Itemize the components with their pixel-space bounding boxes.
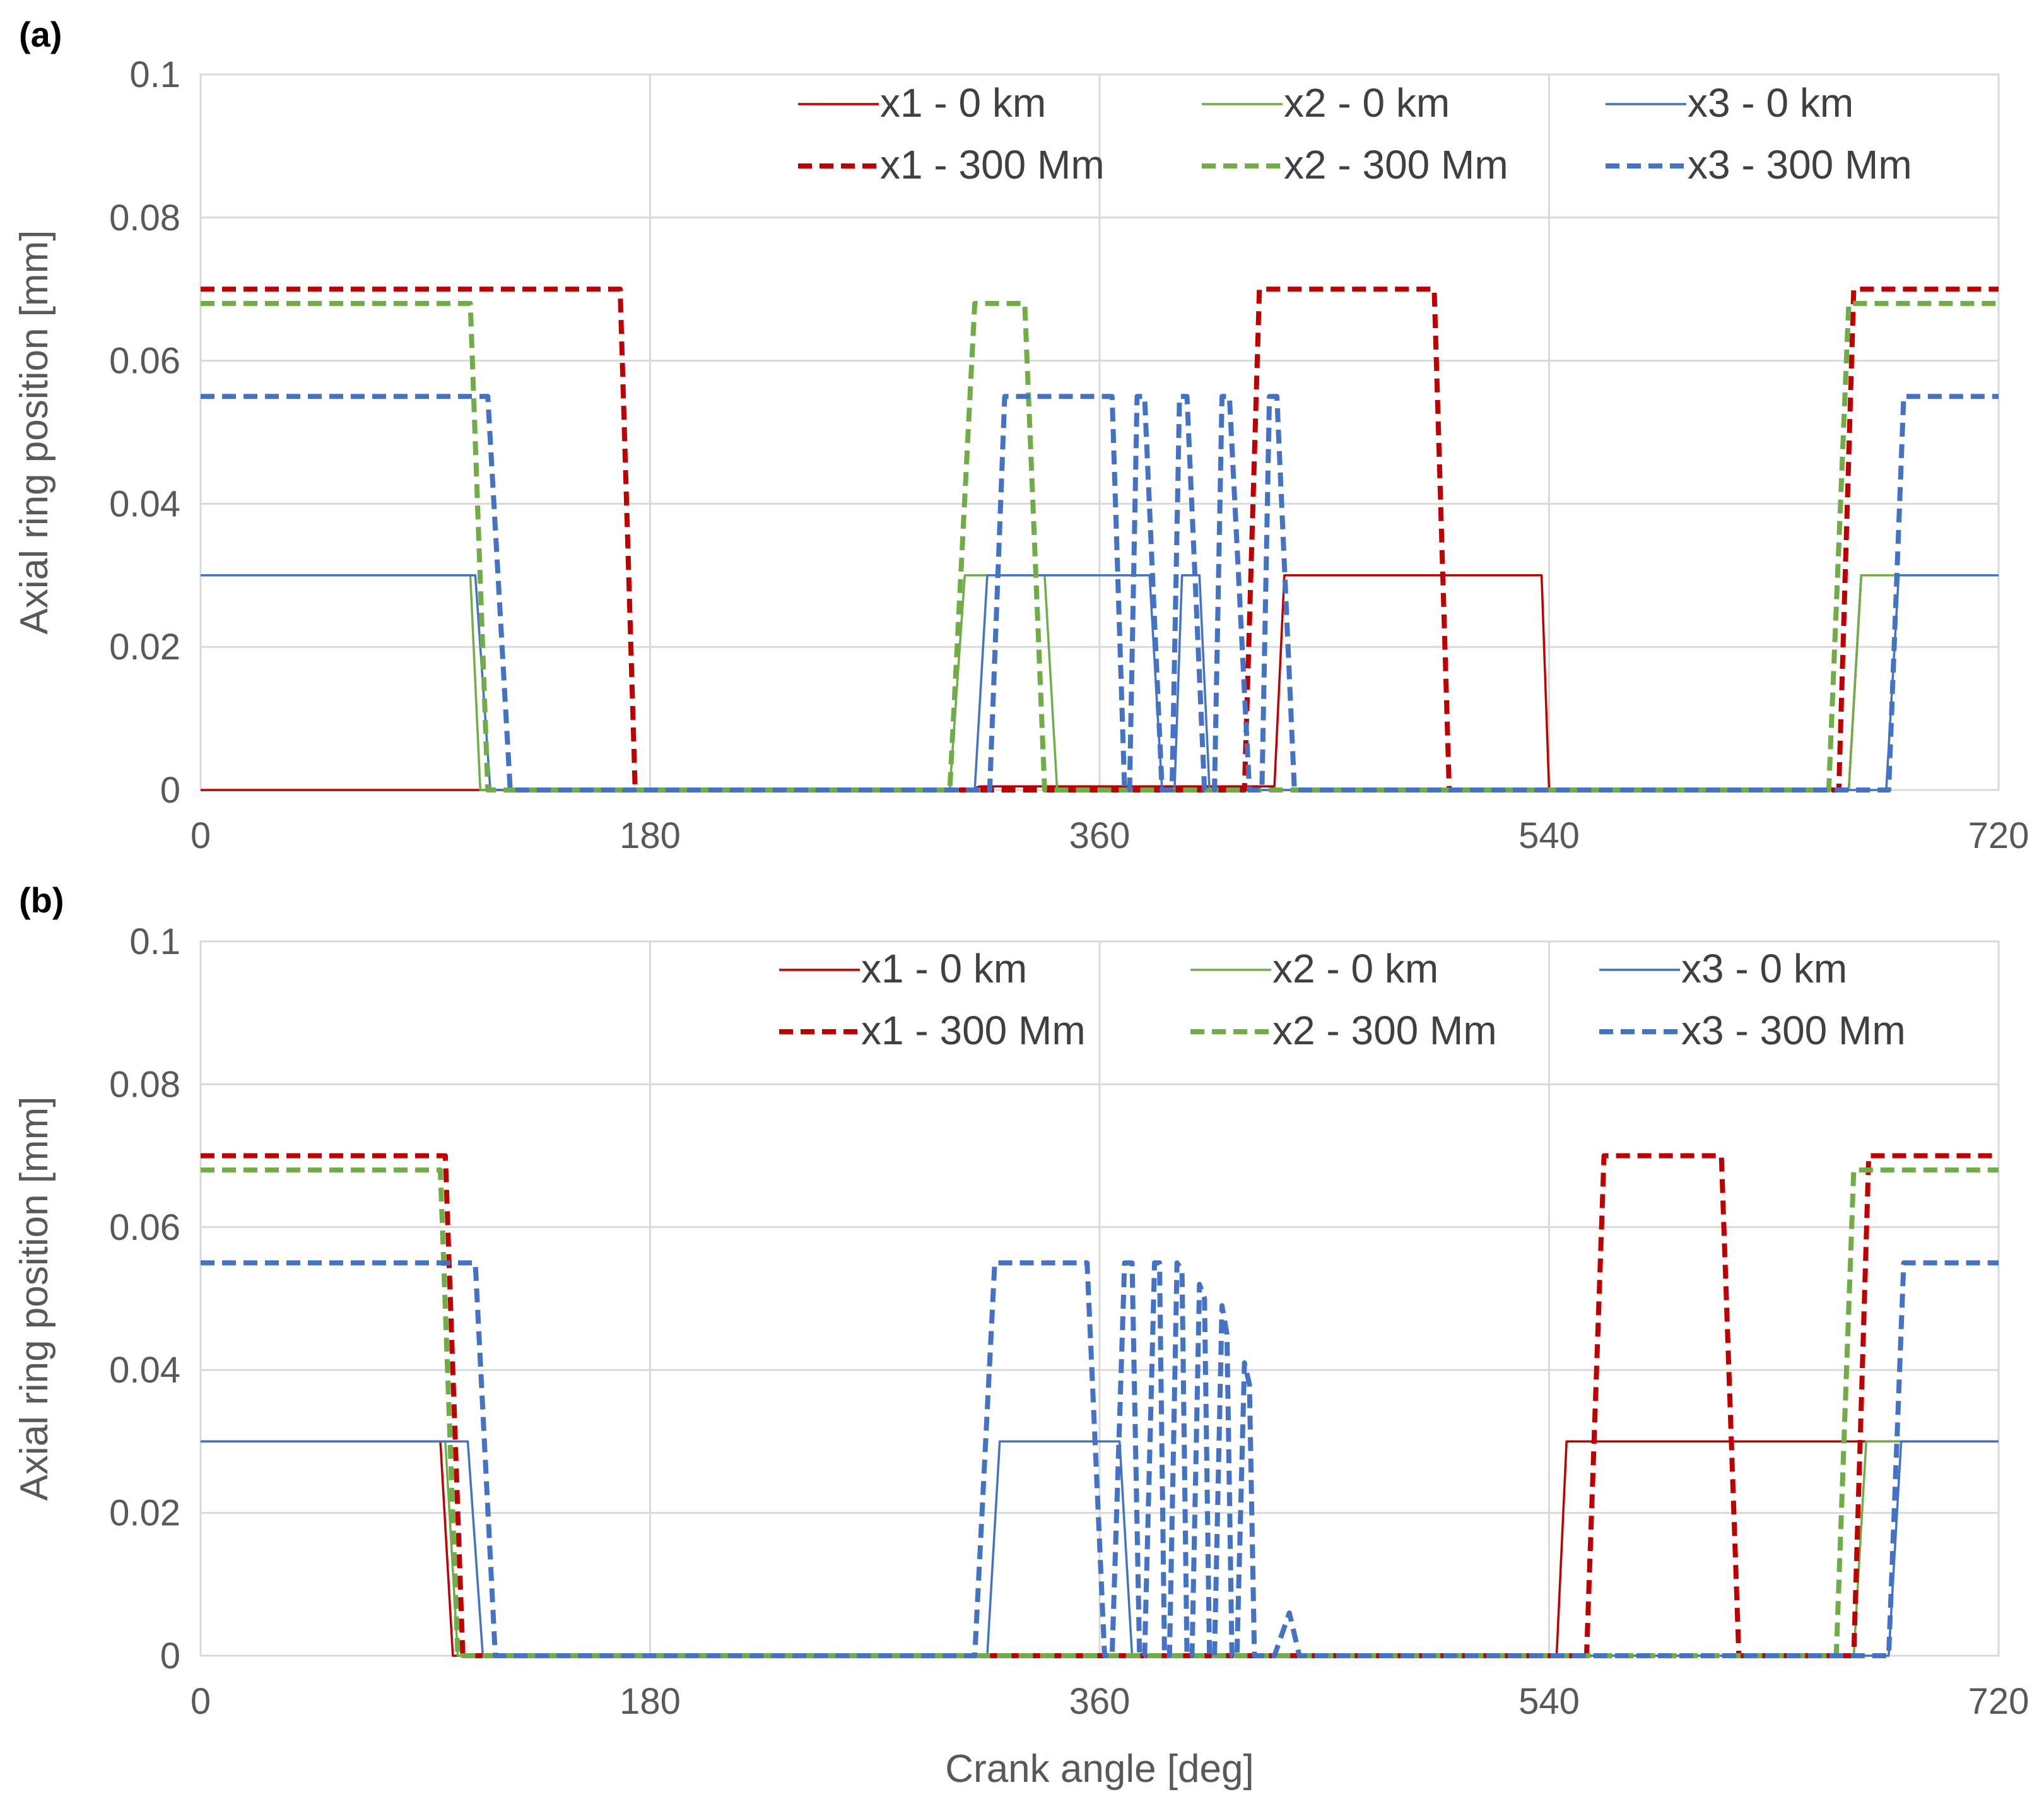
legend-label-x3-300-mm: x3 - 300 Mm (1681, 1008, 1906, 1053)
x-tick-label: 180 (620, 815, 681, 856)
x-tick-label: 0 (191, 815, 211, 856)
legend-label-x2-300-mm: x2 - 300 Mm (1284, 142, 1508, 187)
chart-panel-a: (a) 0 0.02 0.04 0.06 0.08 0.1 0 180 360 540 720 Axia… (13, 15, 2029, 856)
legend-label-x1-300-mm: x1 - 300 Mm (861, 1008, 1086, 1053)
x-tick-label: 360 (1069, 815, 1131, 856)
series-line-x1-300-mm (201, 1153, 1999, 1658)
series-line-x3-0-km (201, 1440, 1999, 1657)
legend-label-x2-300-mm: x2 - 300 Mm (1272, 1008, 1497, 1053)
legend-label-x3-0-km: x3 - 0 km (1688, 80, 1853, 126)
panel-label: (a) (19, 15, 62, 54)
y-tick-label: 0 (160, 1636, 180, 1677)
x-tick-label: 720 (1968, 815, 2029, 856)
y-tick-label: 0.1 (129, 54, 180, 95)
series-line-x2-300-mm (201, 300, 1999, 793)
series-line-x2-300-mm (201, 1167, 1999, 1658)
y-axis-label: Axial ring position [mm] (13, 230, 56, 635)
series-line-x3-300-mm (201, 394, 1999, 793)
legend-label-x3-300-mm: x3 - 300 Mm (1688, 142, 1912, 187)
y-tick-label: 0.08 (109, 1064, 180, 1105)
legend-label-x2-0-km: x2 - 0 km (1272, 946, 1438, 991)
y-tick-label: 0.04 (109, 1350, 180, 1391)
chart-panel-b: (b) 0 0.02 0.04 0.06 0.08 0.1 0 180 360 540 720 Axia… (13, 880, 2029, 1791)
x-axis-label: Crank angle [deg] (945, 1747, 1254, 1791)
legend-label-x1-300-mm: x1 - 300 Mm (880, 142, 1105, 187)
y-tick-label: 0.04 (109, 483, 180, 524)
y-tick-label: 0.02 (109, 1493, 180, 1534)
legend-label-x1-0-km: x1 - 0 km (861, 946, 1027, 991)
legend-label-x3-0-km: x3 - 0 km (1681, 946, 1847, 991)
legend: x1 - 0 km x2 - 0 km x3 - 0 km x1 - 300 Mm x2… (798, 80, 1912, 187)
legend-label-x1-0-km: x1 - 0 km (880, 80, 1046, 126)
x-tick-label: 360 (1069, 1681, 1131, 1722)
series-line-x1-0-km (201, 1440, 1999, 1657)
x-tick-label: 720 (1968, 1681, 2029, 1722)
x-tick-label: 180 (620, 1681, 681, 1722)
y-tick-label: 0.06 (109, 341, 180, 382)
series-line-x3-300-mm (201, 1260, 1999, 1658)
legend-label-x2-0-km: x2 - 0 km (1284, 80, 1450, 126)
y-tick-label: 0.02 (109, 627, 180, 668)
y-axis-label: Axial ring position [mm] (13, 1097, 56, 1501)
y-tick-label: 0.08 (109, 197, 180, 239)
x-tick-label: 0 (191, 1681, 211, 1722)
series-line-x1-300-mm (201, 286, 1999, 793)
y-tick-label: 0 (160, 770, 180, 811)
y-tick-label: 0.1 (129, 921, 180, 962)
x-tick-label: 540 (1518, 1681, 1580, 1722)
x-tick-label: 540 (1518, 815, 1580, 856)
y-tick-label: 0.06 (109, 1207, 180, 1248)
panel-label: (b) (19, 880, 64, 920)
legend: x1 - 0 km x2 - 0 km x3 - 0 km x1 - 300 Mm x2… (779, 946, 1906, 1053)
